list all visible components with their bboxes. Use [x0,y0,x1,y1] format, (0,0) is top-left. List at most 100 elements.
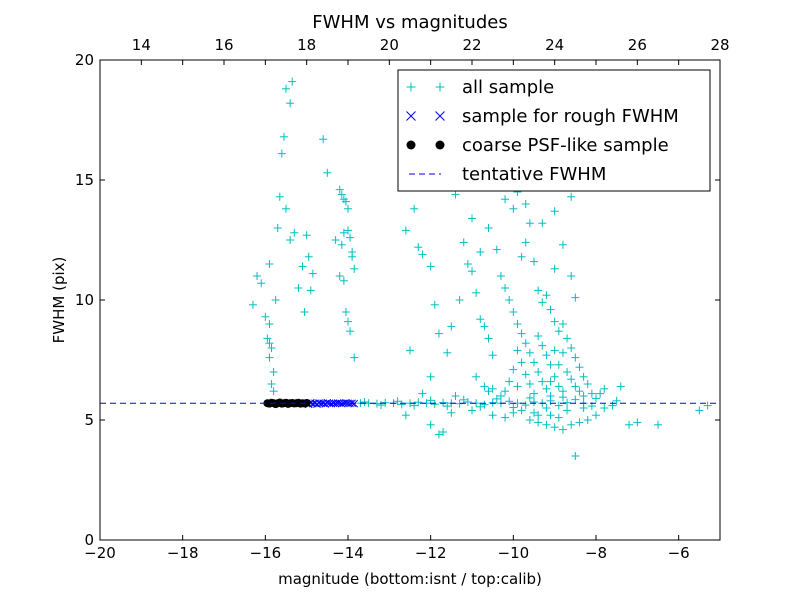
data-point [282,84,290,93]
data-point [418,389,427,398]
x-axis-label: magnitude (bottom:isnt / top:calib) [278,570,542,588]
data-point [546,411,555,420]
data-point [341,308,350,316]
data-point [434,329,443,338]
data-point [496,392,505,400]
data-point [282,204,290,213]
top-x-tick-label: 16 [214,36,233,54]
data-point [492,245,501,254]
legend-label: all sample [462,77,554,98]
data-point [286,236,295,244]
data-point [341,197,350,206]
data-point [439,428,448,436]
data-point [377,401,386,410]
data-point [468,214,476,223]
data-point [492,394,501,403]
data-point [267,380,276,388]
data-point [480,400,489,409]
data-point [459,238,468,247]
data-point [430,300,439,309]
data-point [275,192,284,201]
data-point [505,296,514,304]
data-point [538,219,547,228]
data-point [447,322,456,331]
data-point [654,420,662,429]
data-point [269,368,278,376]
data-point [451,392,460,400]
data-point [571,293,580,302]
data-point [612,396,621,405]
data-point [253,272,262,280]
data-point [517,252,526,261]
data-point [538,377,547,386]
data-point [554,401,563,410]
data-point [488,384,497,393]
data-point [525,348,534,357]
data-point [509,403,518,412]
data-point [579,372,588,381]
data-point [265,260,274,268]
data-point [558,393,567,402]
data-point [567,420,576,429]
data-point [554,382,563,391]
data-point [554,413,563,422]
data-point [286,99,295,108]
data-point [335,185,344,194]
data-point [563,406,572,415]
data-point [534,418,543,427]
data-point [277,149,286,158]
data-point [509,365,518,374]
data-point [542,404,551,412]
data-point [695,406,704,415]
y-tick-label: 0 [84,531,94,549]
data-point [600,404,609,412]
data-point [616,382,625,391]
data-point [509,204,518,213]
data-point [459,395,468,404]
legend-entry: coarse PSF-like sample [406,135,669,156]
data-point [463,260,472,268]
x-tick-label: −14 [332,544,364,562]
data-point [300,308,309,316]
data-point [298,262,307,271]
data-point [434,430,443,439]
data-point [525,219,534,228]
data-point [542,384,551,393]
data-point [505,377,514,386]
data-point [269,387,278,396]
data-point [414,398,423,407]
data-point [530,257,538,266]
data-point [625,420,634,429]
data-point [567,272,576,280]
legend-entry: sample for rough FWHM [406,106,679,127]
data-point [426,372,435,381]
data-point [501,413,510,422]
data-point [339,228,348,237]
plot-area [100,77,720,460]
data-point [426,420,435,429]
data-point [513,320,522,328]
legend-label: coarse PSF-like sample [462,135,669,156]
data-point [468,267,476,276]
data-point [563,368,572,376]
data-point [468,406,476,415]
data-point [350,264,359,273]
y-tick-label: 5 [84,411,94,429]
data-point [339,276,348,285]
data-point [344,317,352,326]
legend-entry: tentative FWHM [409,164,606,185]
data-point [344,226,352,235]
data-point [525,380,534,388]
data-point [476,315,485,324]
data-point [501,284,510,292]
x-tick-label: −16 [250,544,282,562]
data-point [583,380,592,388]
top-x-tick-label: 18 [297,36,316,54]
x-tick-label: −8 [585,544,607,562]
data-point [451,190,460,199]
data-point [550,372,559,381]
data-point [513,382,522,391]
axes-ticks: −20 −18 −16 −14 −12 −10 −8 −6 14 16 18 20 22 24 26 28 0 5… [75,36,730,562]
data-point [418,250,427,259]
